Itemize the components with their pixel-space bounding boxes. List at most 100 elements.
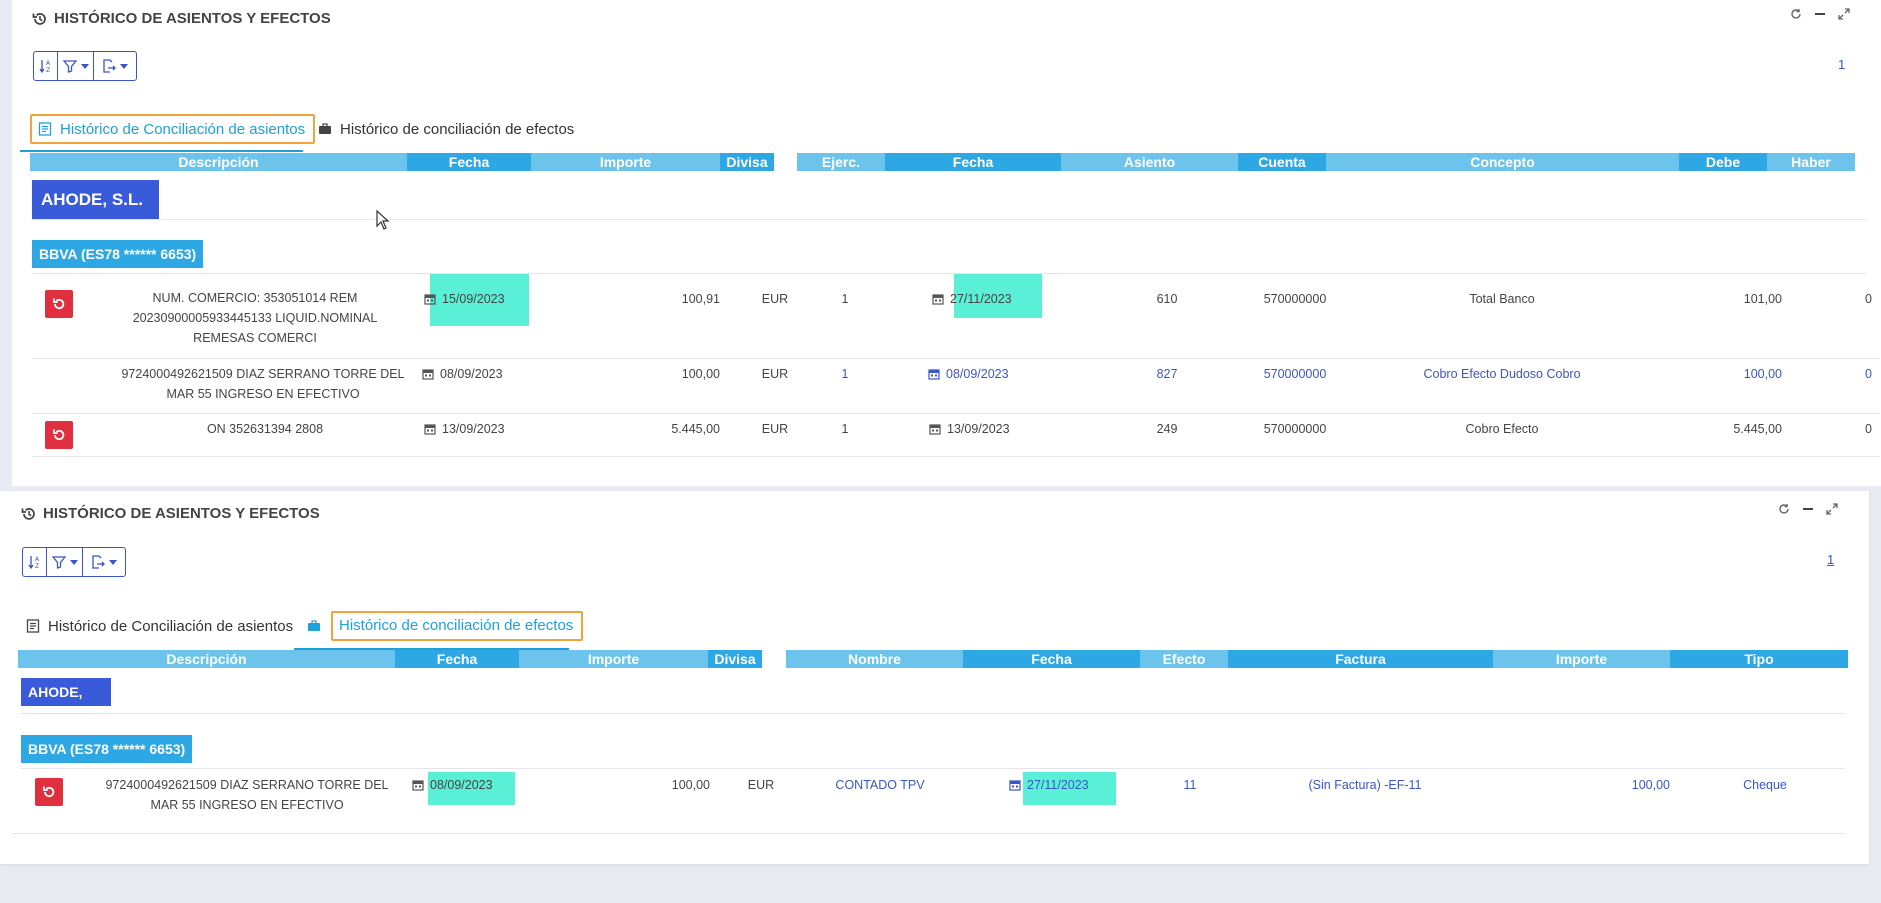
cell-fecha-asiento[interactable]: 27/11/2023 xyxy=(932,289,1012,309)
undo-button[interactable] xyxy=(45,421,73,449)
panel-title: HISTÓRICO DE ASIENTOS Y EFECTOS xyxy=(32,10,331,27)
cell-divisa: EUR xyxy=(747,778,775,792)
expand-icon[interactable] xyxy=(1838,8,1850,20)
date-highlight xyxy=(954,274,1042,318)
page-number[interactable]: 1 xyxy=(1827,552,1835,567)
cell-fecha[interactable]: 13/09/2023 xyxy=(424,419,505,439)
group-company[interactable]: AHODE, S.L. xyxy=(21,678,111,728)
cell-fecha-asiento[interactable]: 08/09/2023 xyxy=(928,364,1009,384)
cell-fecha-efecto[interactable]: 27/11/2023 xyxy=(1009,775,1089,795)
cell-factura[interactable]: (Sin Factura) -EF-11 xyxy=(1308,778,1422,792)
tab-conciliacion-efectos[interactable]: Histórico de conciliación de efectos xyxy=(307,611,584,641)
cell-debe[interactable]: 100,00 xyxy=(1743,367,1782,381)
header-tipo[interactable]: Tipo xyxy=(1670,650,1848,668)
refresh-icon[interactable] xyxy=(1790,8,1802,20)
calendar-icon xyxy=(1009,780,1021,791)
header-fecha[interactable]: Fecha xyxy=(395,650,519,668)
cell-nombre[interactable]: CONTADO TPV xyxy=(835,778,925,792)
divider xyxy=(32,273,1866,274)
header-debe[interactable]: Debe xyxy=(1679,153,1767,171)
tab-conciliacion-asientos[interactable]: Histórico de Conciliación de asientos xyxy=(30,114,316,144)
divider xyxy=(32,456,1880,457)
filter-button[interactable] xyxy=(47,548,83,576)
header-cuenta[interactable]: Cuenta xyxy=(1238,153,1326,171)
minimize-icon[interactable] xyxy=(1802,503,1814,515)
divider xyxy=(21,713,1845,714)
cell-cuenta[interactable]: 570000000 xyxy=(1263,367,1327,381)
export-button[interactable] xyxy=(83,548,125,576)
table-header: Descripción Fecha Importe Divisa Ejerc. … xyxy=(30,153,1878,171)
date-highlight xyxy=(428,772,515,805)
cell-fecha[interactable]: 15/09/2023 xyxy=(424,289,505,309)
svg-text:Z: Z xyxy=(46,67,50,74)
export-button[interactable] xyxy=(94,52,136,80)
cell-fecha-text: 13/09/2023 xyxy=(442,422,505,436)
expand-icon[interactable] xyxy=(1826,503,1838,515)
calendar-icon xyxy=(424,424,436,435)
cell-concepto[interactable]: Cobro Efecto Dudoso Cobro xyxy=(1423,367,1581,381)
chevron-down-icon xyxy=(120,63,128,69)
tab-conciliacion-efectos[interactable]: Histórico de conciliación de efectos xyxy=(318,114,574,144)
cell-haber[interactable]: 0 xyxy=(1865,367,1872,381)
cell-ejerc[interactable]: 1 xyxy=(841,367,849,381)
group-company[interactable]: AHODE, S.L. xyxy=(32,180,159,219)
header-descripcion[interactable]: Descripción xyxy=(18,650,395,668)
group-bank[interactable]: BBVA (ES78 ****** 6653) xyxy=(21,735,193,763)
filter-icon xyxy=(51,556,66,569)
panel-title-text: HISTÓRICO DE ASIENTOS Y EFECTOS xyxy=(54,10,331,27)
cell-fecha-asiento-text: 08/09/2023 xyxy=(946,367,1009,381)
history-icon xyxy=(32,12,46,25)
cell-fecha-asiento[interactable]: 13/09/2023 xyxy=(929,419,1010,439)
cell-fecha[interactable]: 08/09/2023 xyxy=(412,775,493,795)
header-importe-efecto[interactable]: Importe xyxy=(1493,650,1670,668)
header-concepto[interactable]: Concepto xyxy=(1326,153,1679,171)
briefcase-icon xyxy=(308,620,320,631)
header-importe[interactable]: Importe xyxy=(531,153,720,171)
history-icon xyxy=(21,507,35,520)
date-highlight xyxy=(430,274,529,326)
undo-button[interactable] xyxy=(35,778,63,806)
cell-asiento[interactable]: 827 xyxy=(1156,367,1178,381)
header-nombre[interactable]: Nombre xyxy=(786,650,963,668)
header-fecha-efecto[interactable]: Fecha xyxy=(963,650,1140,668)
header-fecha-asiento[interactable]: Fecha xyxy=(885,153,1061,171)
calendar-icon xyxy=(422,369,434,380)
cell-efecto[interactable]: 11 xyxy=(1183,778,1197,792)
tab-conciliacion-asientos[interactable]: Histórico de Conciliación de asientos xyxy=(26,611,293,641)
header-factura[interactable]: Factura xyxy=(1228,650,1493,668)
header-efecto[interactable]: Efecto xyxy=(1140,650,1228,668)
undo-button[interactable] xyxy=(45,290,73,318)
cell-tipo[interactable]: Cheque xyxy=(1743,778,1787,792)
minimize-icon[interactable] xyxy=(1814,8,1826,20)
cell-fecha[interactable]: 08/09/2023 xyxy=(422,364,503,384)
group-bank[interactable]: BBVA (ES78 ****** 6653) xyxy=(32,240,204,268)
header-ejerc[interactable]: Ejerc. xyxy=(797,153,885,171)
page-number[interactable]: 1 xyxy=(1838,57,1846,72)
cell-importe-efecto[interactable]: 100,00 xyxy=(1631,778,1670,792)
cell-importe: 100,91 xyxy=(681,292,720,306)
header-haber[interactable]: Haber xyxy=(1767,153,1855,171)
header-asiento[interactable]: Asiento xyxy=(1061,153,1238,171)
date-highlight xyxy=(1023,772,1116,805)
chevron-down-icon xyxy=(69,559,78,565)
cell-divisa: EUR xyxy=(761,292,789,306)
header-importe[interactable]: Importe xyxy=(519,650,708,668)
cell-fecha-asiento-text: 27/11/2023 xyxy=(950,292,1012,306)
header-divisa[interactable]: Divisa xyxy=(708,650,762,668)
window-controls xyxy=(1778,503,1838,515)
header-descripcion[interactable]: Descripción xyxy=(30,153,407,171)
filter-button[interactable] xyxy=(58,52,94,80)
calendar-icon xyxy=(929,424,941,435)
refresh-icon[interactable] xyxy=(1778,503,1790,515)
calendar-icon xyxy=(932,294,944,305)
header-fecha[interactable]: Fecha xyxy=(407,153,531,171)
sort-az-icon: AZ xyxy=(27,556,40,570)
tab-label: Histórico de Conciliación de asientos xyxy=(48,617,294,635)
header-divisa[interactable]: Divisa xyxy=(720,153,774,171)
svg-text:A: A xyxy=(46,60,51,67)
